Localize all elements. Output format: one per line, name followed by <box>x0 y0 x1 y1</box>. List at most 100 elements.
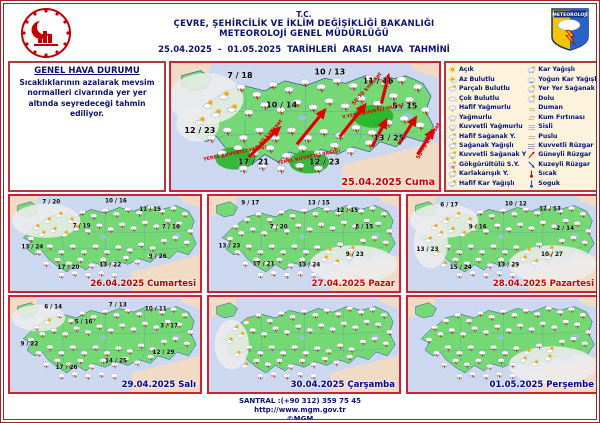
legend-item: Yağmurlu <box>447 112 526 122</box>
heavy-rain-icon <box>448 124 457 132</box>
map-date-label: 27.04.2025 Pazar <box>311 279 395 289</box>
temperature-label: 5 / 15 <box>392 102 417 111</box>
general-weather-panel: GENEL HAVA DURUMU Sıcaklıklarının azalar… <box>8 61 166 192</box>
temperature-label: 7 / 19 <box>73 223 91 229</box>
legend-item-label: Soguk <box>538 179 560 187</box>
sun-icon <box>448 65 457 74</box>
temperature-label: 10 / 16 <box>105 199 127 205</box>
legend-item: * * Kar Yağışlı <box>526 65 596 74</box>
rain-icon <box>448 115 457 122</box>
meteorology-logo-text: METEOROLOJİ <box>552 11 588 18</box>
legend-column-2: * * Kar Yağışlı * * * Yoğun Kar Yağışlı Yer Yer… <box>526 65 599 188</box>
temperature-label: 6 / 14 <box>44 304 62 310</box>
cold-icon <box>530 180 534 188</box>
temperature-label: 7 / 20 <box>42 200 60 206</box>
legend-item-label: Hafif Sağanak Y. <box>459 132 516 140</box>
legend-item-label: Parçalı Bulutlu <box>459 85 510 93</box>
legend-item-label: Karlakarışık Y. <box>459 170 509 178</box>
heavy-snow-icon: * ** <box>527 77 536 84</box>
legend-item-label: Dolu <box>538 94 555 102</box>
sun-cloud-icon <box>448 85 457 92</box>
svg-text:*: * <box>531 81 533 83</box>
light-rain-icon <box>448 105 457 112</box>
map-date-label: 26.04.2025 Cumartesi <box>90 279 196 289</box>
footer: SANTRAL :(+90 312) 359 75 45 http://www.… <box>4 397 596 419</box>
legend-item-label: Kum Fırtınası <box>538 113 585 121</box>
temperature-label: 9 / 16 <box>469 224 487 230</box>
clear-weather-region <box>413 218 448 269</box>
forecast-map-monday: 6 / 17 10 / 12 12 / 13 9 / 16 2 / 14 13 / 23 1… <box>406 194 596 293</box>
temperature-label: 14 / 25 <box>105 359 127 365</box>
forecast-map-thursday: 01.05.2025 Perşembe <box>406 295 596 394</box>
symbol-legend-panel: Açık Az Bulutlu Parçalı Bulutlu Çok Bulutlu… <box>444 61 599 192</box>
legend-item-label: Açık <box>459 66 474 74</box>
map-date-label: 01.05.2025 Perşembe <box>489 380 594 390</box>
strong-wind-icon <box>528 143 536 150</box>
southerly-wind-arrow <box>247 126 282 159</box>
legend-item-label: Hafif Kar Yağışlı <box>459 179 515 187</box>
temperature-label: 2 / 14 <box>556 226 574 232</box>
temperature-label: 10 / 12 <box>505 202 527 208</box>
north-wind-icon <box>528 161 535 168</box>
legend-item: Dolu <box>526 93 596 103</box>
legend-column-1: Açık Az Bulutlu Parçalı Bulutlu Çok Bulutlu… <box>447 65 526 188</box>
temperature-label: 12 / 23 <box>184 126 215 135</box>
legend-item-label: Kuvvetli Rüzgar <box>538 141 594 149</box>
temperature-label: 13 / 23 <box>417 247 439 253</box>
clear-weather-region <box>508 346 596 385</box>
map-date-label: 25.04.2025 Cuma <box>341 177 435 188</box>
legend-item: Güneyli Rüzgar <box>526 150 596 159</box>
legend-item-label: Kar Yağışlı <box>538 66 576 74</box>
legend-item: Çok Bulutlu <box>447 93 526 102</box>
clear-weather-region <box>508 245 596 284</box>
hail-icon <box>527 94 536 103</box>
footer-url-link[interactable]: http://www.mgm.gov.tr <box>254 406 346 415</box>
header-agency: METEOROLOJİ GENEL MÜDÜRLÜĞÜ <box>219 29 389 39</box>
legend-item-label: Az Bulutlu <box>459 75 495 83</box>
light-snow-icon: * <box>448 180 457 188</box>
cloud-icon <box>448 96 457 101</box>
legend-item: Hafif Sağanak Y. <box>447 131 526 141</box>
forecast-date-range: 25.04.2025 - 01.05.2025 TARİHLERİ ARASI … <box>158 45 450 55</box>
svg-text:*: * <box>532 81 534 84</box>
temperature-label: 11 / 15 <box>139 207 161 213</box>
legend-item-label: Sisli <box>538 123 553 131</box>
legend-item: Kuvvetli Rüzgar <box>526 141 596 150</box>
temperature-label: 7 / 20 <box>270 224 288 230</box>
temperature-label: 10 / 11 <box>145 306 167 312</box>
temperature-label: 12 / 29 <box>153 350 175 356</box>
legend-item: Yer Yer Sağanak Y. <box>526 84 596 93</box>
temperature-label: 9 / 23 <box>346 252 364 258</box>
turkey-map <box>209 297 399 392</box>
header-title-block: T.C. ÇEVRE, ŞEHİRCİLİK VE İKLİM DEĞİŞİKL… <box>124 10 484 55</box>
temperature-label: 9 / 22 <box>20 341 38 347</box>
temperature-label: 12 / 15 <box>336 208 358 214</box>
legend-item: Kuzeyli Rüzgar <box>526 160 596 169</box>
turkey-map: 7 / 20 10 / 16 11 / 15 7 / 19 7 / 16 13 / 24 1… <box>10 196 200 291</box>
footer-phone: SANTRAL :(+90 312) 359 75 45 <box>238 397 362 405</box>
legend-item-label: Kuzeyli Rüzgar <box>538 160 591 168</box>
temperature-label: 10 / 13 <box>314 68 345 77</box>
svg-text:*: * <box>452 185 454 188</box>
temperature-label: 17 / 26 <box>56 365 78 371</box>
temperature-label: 13 / 29 <box>497 262 519 268</box>
southerly-wind-arrow <box>295 107 327 146</box>
temperature-label: 7 / 13 <box>109 303 127 309</box>
legend-item: Parçalı Bulutlu <box>447 84 526 93</box>
forecast-map-tuesday: 6 / 14 7 / 13 10 / 11 5 / 16 3 / 17 9 / 22 17 … <box>8 295 202 394</box>
turkey-map: 6 / 14 7 / 13 10 / 11 5 / 16 3 / 17 9 / 22 17 … <box>10 297 200 392</box>
temperature-label: 8 / 15 <box>355 224 373 230</box>
legend-item-label: Yoğun Kar Yağışlı <box>538 75 599 83</box>
heavy-shower-icon <box>448 151 457 160</box>
legend-item-label: Hafif Yağmurlu <box>459 104 511 112</box>
clear-weather-region <box>309 245 398 284</box>
forecast-map-saturday: 7 / 20 10 / 16 11 / 15 7 / 19 7 / 16 13 / 24 1… <box>8 194 202 293</box>
legend-item: Duman <box>526 103 596 112</box>
legend-item: Açık <box>447 65 526 74</box>
temperature-label: 17 / 20 <box>58 265 80 271</box>
legend-item-label: Puslu <box>538 132 558 140</box>
header-country: T.C. <box>296 10 312 19</box>
mist-icon <box>528 135 536 139</box>
map-date-label: 29.04.2025 Salı <box>121 380 196 390</box>
